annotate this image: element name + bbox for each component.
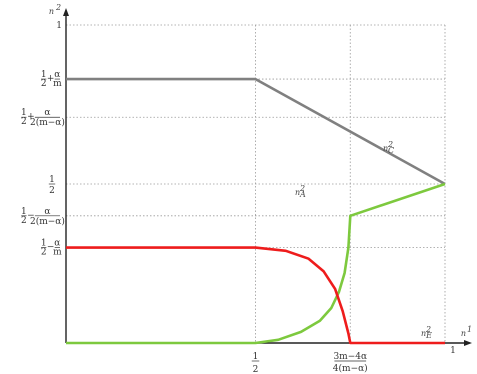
y-tick-label-1-b-num: α	[54, 70, 60, 80]
series-label-a-sub: A	[299, 190, 306, 199]
x-axis-label: n	[461, 329, 466, 338]
y-tick-label-2-op: +	[27, 112, 35, 122]
x-axis-label-sup: 1	[467, 325, 472, 334]
x-tick-label-2: 1	[450, 346, 456, 356]
y-tick-label-1-b-den: m	[53, 79, 62, 89]
y-tick-label-5-a-den: 2	[41, 248, 47, 258]
x-tick-label-1-den: 4(m−α)	[333, 363, 368, 374]
x-axis-arrow	[464, 340, 472, 346]
series-label-e-sub: E	[425, 331, 432, 340]
y-tick-label-2-a-num: 1	[21, 108, 27, 118]
y-tick-label-1-a-den: 2	[41, 79, 47, 89]
y-tick-label-5-op: −	[47, 243, 55, 253]
y-tick-label-4-op: −	[27, 211, 35, 221]
y-tick-label-1-op: +	[47, 74, 55, 84]
y-axis-label: n	[49, 7, 54, 16]
y-tick-label-5-b-num: α	[54, 239, 60, 249]
series-label-c-sup: 2	[387, 140, 393, 149]
y-tick-label-1-a-num: 1	[41, 70, 47, 80]
y-tick-label-2-b-den: 2(m−α)	[30, 117, 65, 128]
series-label-a-sup: 2	[299, 184, 305, 193]
series-line-a	[66, 182, 446, 345]
y-tick-label-3-num: 1	[49, 175, 55, 185]
x-tick-label-1-num: 3m−4α	[333, 352, 367, 362]
y-axis-label-sup: 2	[55, 3, 61, 12]
series-label-c-sub: C	[388, 146, 394, 155]
series-label-e-sup: 2	[425, 325, 431, 334]
y-tick-label-0: 1	[56, 21, 62, 31]
y-tick-label-2-b-num: α	[44, 108, 50, 118]
y-axis-arrow	[63, 8, 69, 16]
series-line-e	[66, 246, 445, 345]
y-tick-label-4-a-num: 1	[21, 207, 27, 217]
series-line-c	[66, 77, 446, 186]
x-tick-label-0-den: 2	[253, 365, 259, 374]
y-tick-label-5-a-num: 1	[41, 239, 47, 249]
y-tick-label-4-b-num: α	[44, 207, 50, 217]
series-label-a: n	[295, 188, 300, 197]
y-tick-label-5-b-den: m	[53, 248, 62, 258]
y-tick-label-4-b-den: 2(m−α)	[30, 216, 65, 227]
x-tick-label-0-num: 1	[253, 352, 259, 362]
y-tick-label-4-a-den: 2	[21, 216, 27, 226]
series-label-e: n	[421, 329, 426, 338]
series-label-c: n	[383, 144, 388, 153]
y-tick-label-3-den: 2	[49, 186, 55, 196]
y-tick-label-2-a-den: 2	[21, 117, 27, 127]
